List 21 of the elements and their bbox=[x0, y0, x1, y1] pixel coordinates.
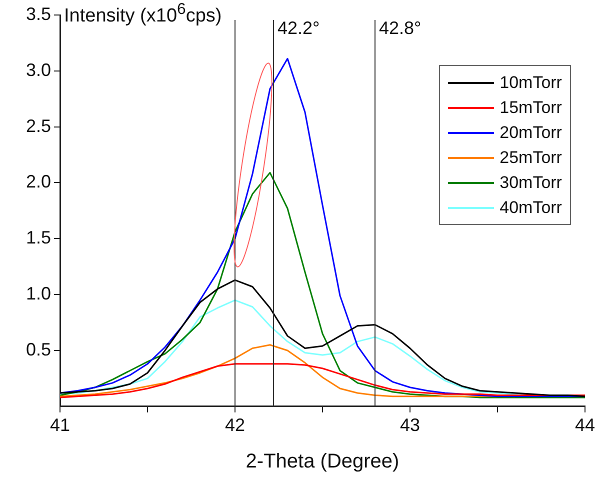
y-tick-label: 0.5 bbox=[26, 339, 52, 360]
y-tick-label: 2.0 bbox=[26, 172, 52, 192]
y-tick-label: 1.5 bbox=[26, 228, 52, 248]
ref-line-label: 42.8° bbox=[379, 18, 422, 38]
legend-label: 40mTorr bbox=[500, 198, 562, 218]
legend-label: 10mTorr bbox=[500, 72, 562, 92]
y-tick-label: 2.5 bbox=[26, 116, 52, 136]
y-axis-title: Intensity (x10$^{6}$cps) bbox=[64, 1, 222, 28]
x-tick-label: 41 bbox=[50, 415, 70, 436]
legend-label: 20mTorr bbox=[500, 122, 562, 142]
ref-line-label: 42.2° bbox=[278, 18, 320, 38]
y-tick-label: 1.0 bbox=[26, 284, 52, 304]
x-axis-title: 2-Theta (Degree) bbox=[246, 450, 400, 473]
legend-label: 30mTorr bbox=[500, 172, 562, 192]
x-tick-label: 42 bbox=[224, 415, 246, 436]
x-tick-label: 43 bbox=[400, 415, 420, 436]
y-tick-label: 3.5 bbox=[26, 4, 52, 24]
y-tick-label: 3.0 bbox=[26, 60, 52, 80]
legend-label: 25mTorr bbox=[500, 148, 562, 168]
x-tick-label: 44 bbox=[574, 415, 596, 436]
legend-label: 15mTorr bbox=[500, 98, 562, 118]
